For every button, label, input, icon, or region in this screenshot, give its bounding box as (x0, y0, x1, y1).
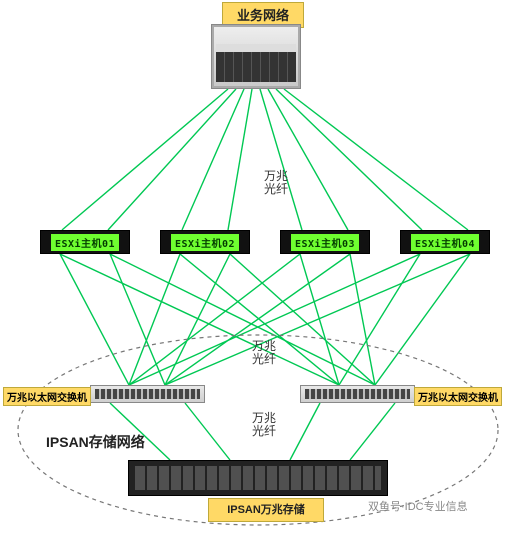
esxi-host-4: ESXi主机04 (400, 230, 490, 254)
watermark: 双鱼号·IDC专业信息 (368, 498, 468, 514)
fiber-label-1-line1: 万兆 (264, 169, 288, 183)
esxi-host-1: ESXi主机01 (40, 230, 130, 254)
ipsan-storage-text: IPSAN万兆存储 (227, 504, 305, 516)
esxi-host-1-label: ESXi主机01 (51, 234, 119, 251)
ipsan-storage-label: IPSAN万兆存储 (208, 498, 324, 522)
watermark-text: 双鱼号·IDC专业信息 (368, 501, 468, 513)
switch-10g-1: 万兆以太网交换机 (90, 385, 205, 403)
ipsan-zone-label: IPSAN存储网络 (46, 432, 145, 452)
fiber-label-3-line1: 万兆 (252, 411, 276, 425)
switch-10g-2-label: 万兆以太网交换机 (414, 387, 502, 406)
esxi-host-2: ESXi主机02 (160, 230, 250, 254)
ipsan-zone-text: IPSAN存储网络 (46, 434, 145, 450)
fiber-label-1: 万兆 光纤 (264, 170, 288, 196)
esxi-host-2-label: ESXi主机02 (171, 234, 239, 251)
switch-10g-2: 万兆以太网交换机 (300, 385, 415, 403)
switch-10g-1-label: 万兆以太网交换机 (3, 387, 91, 406)
core-switch (211, 24, 301, 89)
fiber-label-2: 万兆 光纤 (252, 340, 276, 366)
fiber-label-3: 万兆 光纤 (252, 412, 276, 438)
fiber-label-1-line2: 光纤 (264, 182, 288, 196)
esxi-host-3: ESXi主机03 (280, 230, 370, 254)
ipsan-storage (128, 460, 388, 496)
fiber-label-2-line2: 光纤 (252, 352, 276, 366)
esxi-host-4-label: ESXi主机04 (411, 234, 479, 251)
fiber-label-3-line2: 光纤 (252, 424, 276, 438)
esxi-host-3-label: ESXi主机03 (291, 234, 359, 251)
business-network-text: 业务网络 (237, 8, 289, 23)
fiber-label-2-line1: 万兆 (252, 339, 276, 353)
